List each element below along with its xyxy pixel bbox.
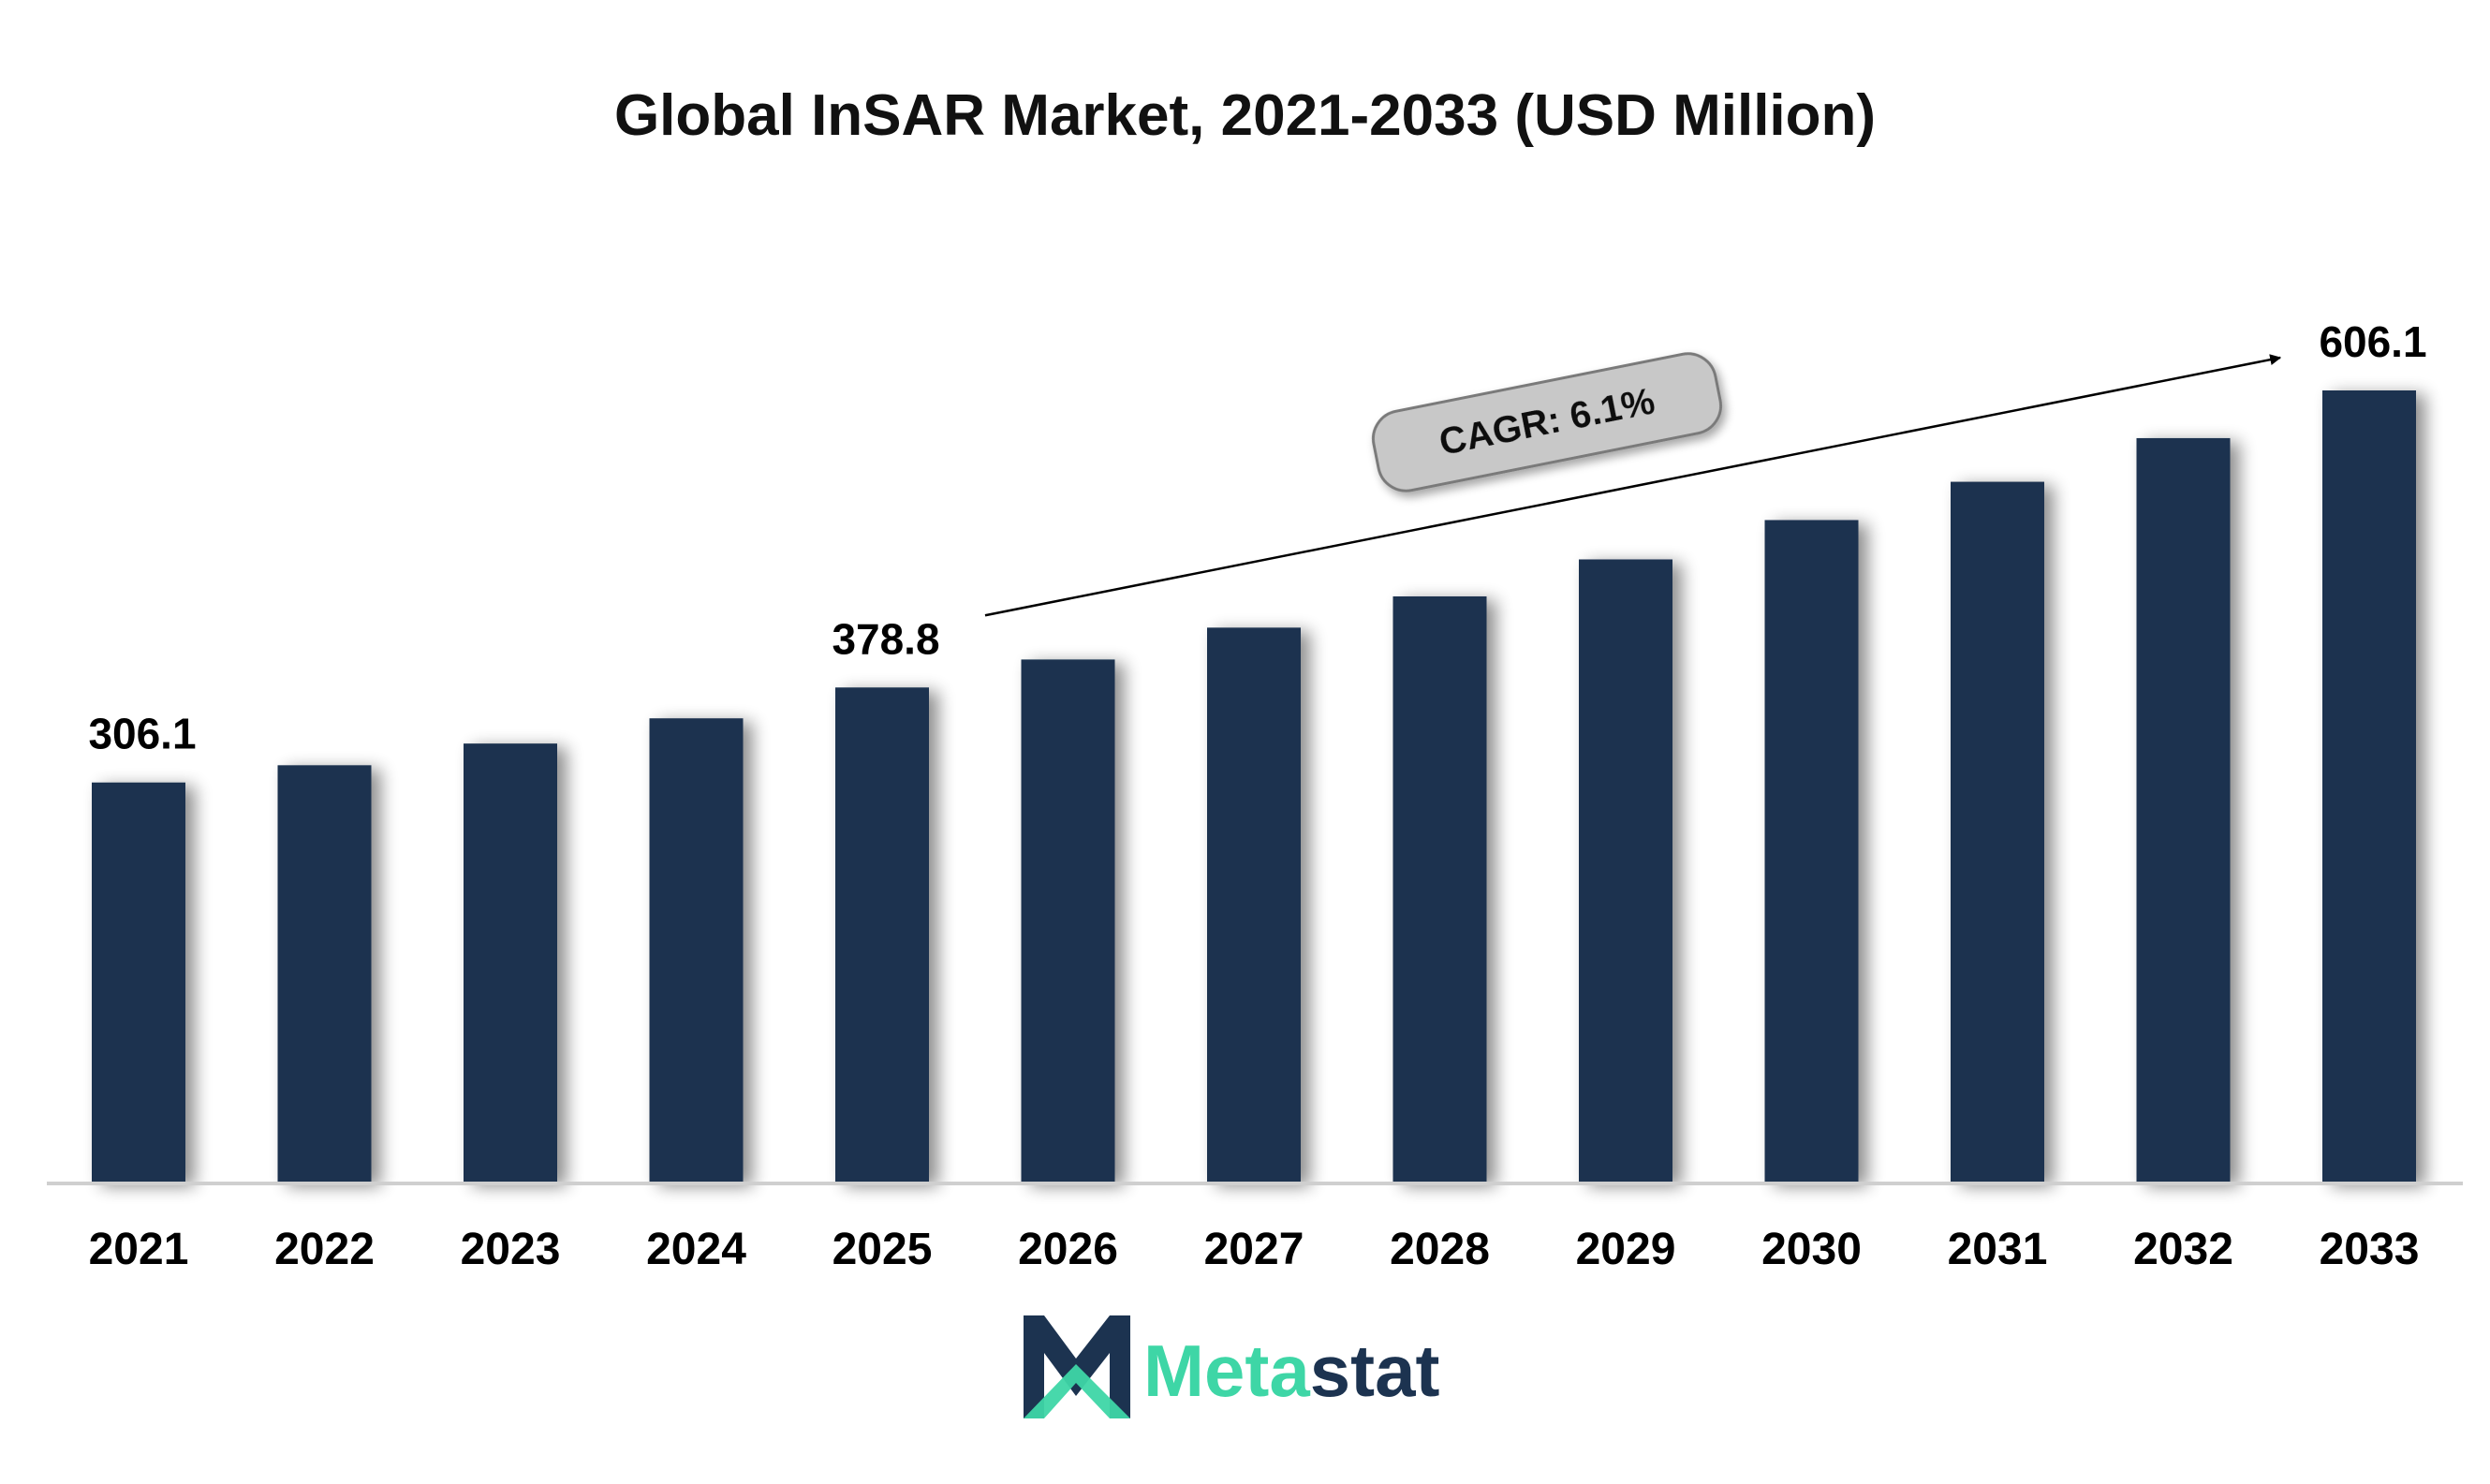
x-tick-label-2033: 2033 [2320, 1225, 2420, 1274]
bar-2022 [277, 765, 372, 1183]
bar-2033 [2322, 390, 2416, 1183]
cagr-arrow [984, 354, 2282, 617]
data-label-2021: 306.1 [88, 710, 196, 758]
data-label-2033: 606.1 [2319, 317, 2426, 366]
bar-2028 [1392, 595, 1487, 1183]
x-tick-label-2025: 2025 [832, 1225, 933, 1274]
data-label-2025: 378.8 [832, 614, 939, 663]
cagr-badge-background [1371, 352, 1723, 492]
x-tick-label-2022: 2022 [274, 1225, 375, 1274]
x-tick-label-2027: 2027 [1204, 1225, 1304, 1274]
bar-2026 [1021, 659, 1115, 1183]
x-tick-label-2032: 2032 [2133, 1225, 2233, 1274]
data-labels: 306.1 378.8 606.1 [88, 317, 2426, 758]
bar-2027 [1207, 627, 1301, 1183]
bar-2029 [1579, 559, 1672, 1183]
bars-layer [92, 390, 2416, 1183]
metastat-logo-mark [1024, 1315, 1130, 1418]
bar-2024 [649, 718, 744, 1183]
x-tick-labels: 2021 2022 2023 2024 2025 2026 2027 2028 2029 2030… [89, 1225, 2420, 1274]
cagr-badge: CAGR: 6.1% [1371, 352, 1723, 492]
x-tick-label-2029: 2029 [1576, 1225, 1676, 1274]
x-tick-label-2023: 2023 [461, 1225, 561, 1274]
bar-2030 [1764, 520, 1859, 1183]
logo-text: Metastat [1143, 1330, 1439, 1412]
bar-2032 [2136, 437, 2231, 1183]
x-tick-label-2026: 2026 [1018, 1225, 1118, 1274]
logo-text-suffix: stat [1310, 1330, 1440, 1412]
x-tick-label-2031: 2031 [1948, 1225, 2048, 1274]
logo-text-prefix: Meta [1143, 1330, 1310, 1412]
x-tick-label-2024: 2024 [646, 1225, 746, 1274]
metastat-logo: Metastat [1024, 1315, 1439, 1418]
bar-2031 [1951, 481, 2044, 1183]
x-tick-label-2028: 2028 [1390, 1225, 1490, 1274]
chart-title: Global InSAR Market, 2021-2033 (USD Mill… [613, 83, 1877, 148]
bar-2025 [835, 687, 929, 1183]
bar-2023 [464, 743, 557, 1183]
x-tick-label-2030: 2030 [1761, 1225, 1862, 1274]
x-tick-label-2021: 2021 [89, 1225, 189, 1274]
bar-2021 [92, 782, 185, 1183]
